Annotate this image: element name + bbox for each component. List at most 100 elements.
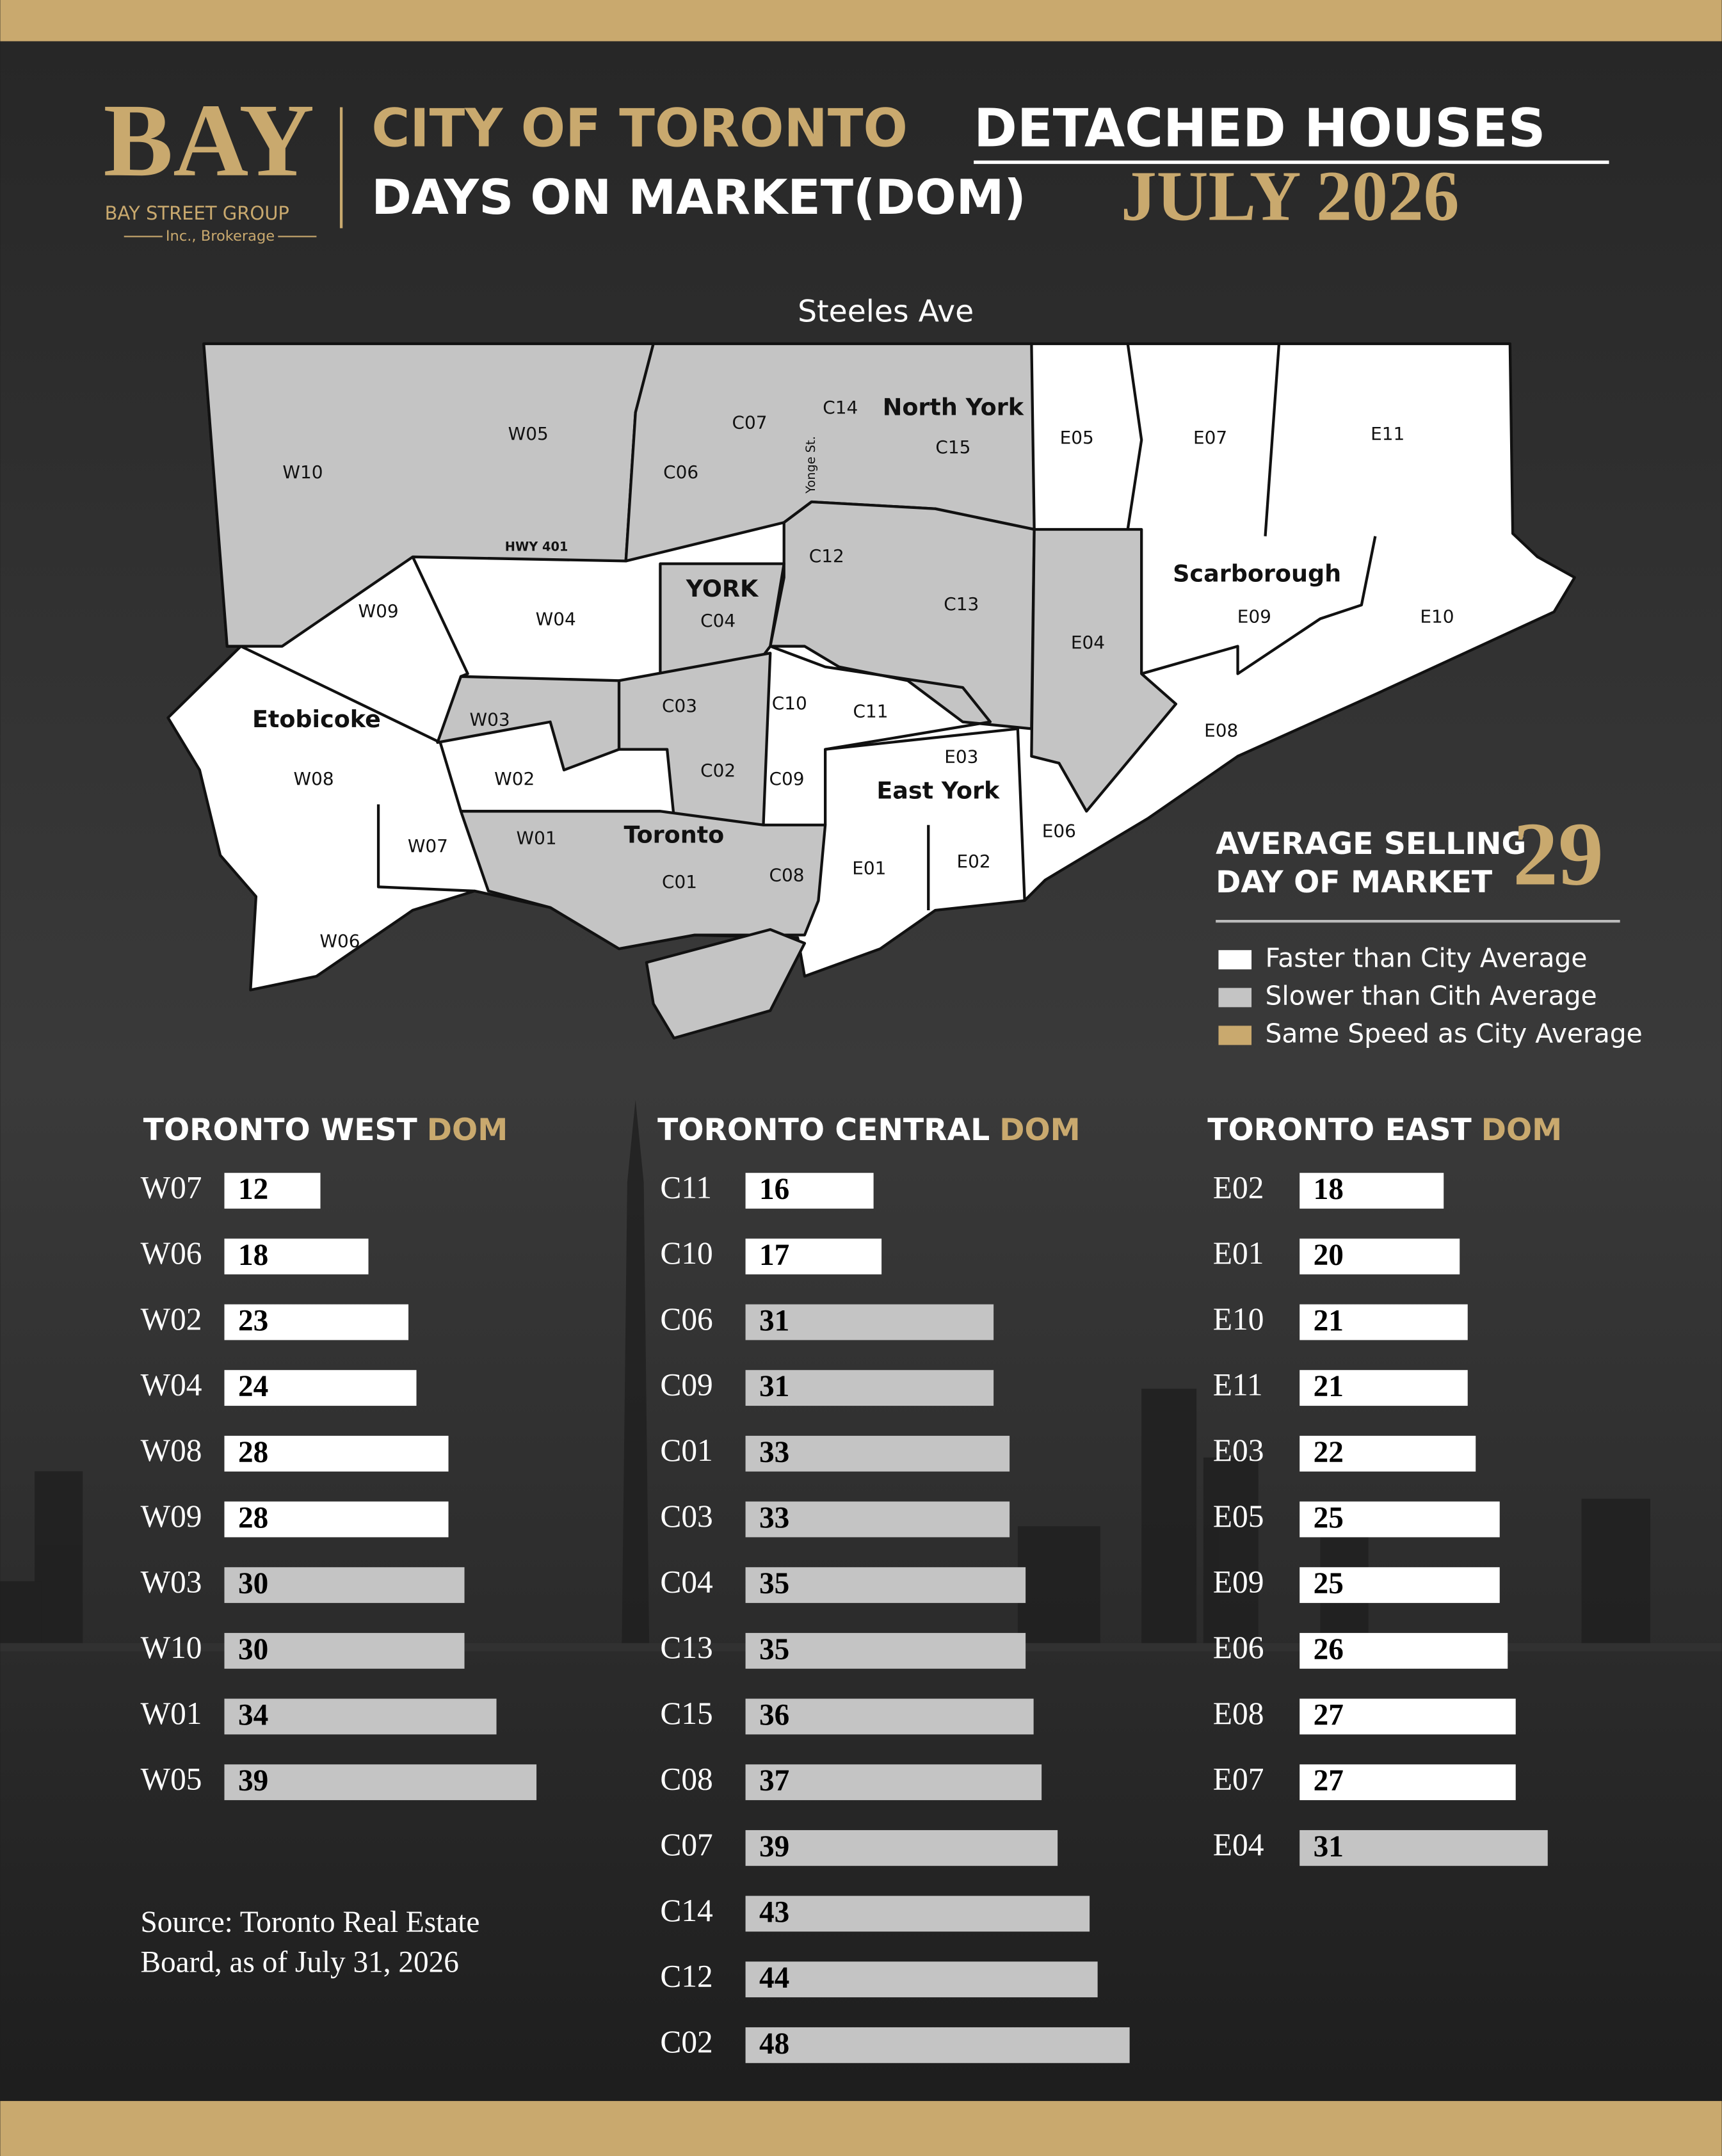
value-label: 27 xyxy=(1314,1699,1344,1732)
map-labels: Steeles Ave W10 W05 HWY 401 C06 C07 C14 Yonge S… xyxy=(252,294,1454,952)
map-label: C12 xyxy=(809,545,844,567)
map-label: W05 xyxy=(508,423,549,444)
value-label: 12 xyxy=(238,1173,268,1206)
boundary xyxy=(376,804,475,893)
map-label: W06 xyxy=(319,930,360,951)
category-label: W06 xyxy=(140,1235,202,1271)
chart-title-text: TORONTO CENTRAL xyxy=(657,1113,990,1148)
value-label: 39 xyxy=(759,1830,789,1863)
bar xyxy=(745,1567,1026,1604)
bottom-band xyxy=(0,2101,1722,2156)
chart-title: TORONTO WEST DOM xyxy=(143,1113,508,1148)
category-label: E02 xyxy=(1213,1170,1264,1205)
category-label: C01 xyxy=(660,1433,712,1468)
bar xyxy=(745,1830,1058,1866)
value-label: 26 xyxy=(1314,1633,1344,1666)
value-label: 34 xyxy=(238,1699,268,1732)
map-label: E11 xyxy=(1371,423,1404,444)
value-label: 35 xyxy=(759,1633,789,1666)
value-label: 31 xyxy=(1314,1830,1344,1863)
bar xyxy=(745,1961,1098,1998)
category-label: E10 xyxy=(1213,1301,1264,1337)
legend-label: Faster than City Average xyxy=(1265,942,1587,973)
value-label: 39 xyxy=(238,1764,268,1798)
value-label: 21 xyxy=(1314,1304,1344,1337)
value-label: 27 xyxy=(1314,1764,1344,1798)
source: Source: Toronto Real Estate xyxy=(140,1906,479,1939)
map-label: YORK xyxy=(686,575,759,602)
value-label: 37 xyxy=(759,1764,789,1798)
category-label: E07 xyxy=(1213,1762,1264,1797)
map-label: Steeles Ave xyxy=(798,294,974,330)
category-label: W08 xyxy=(140,1433,202,1468)
building xyxy=(35,1471,83,1650)
value-label: 31 xyxy=(759,1370,789,1403)
map-label: C01 xyxy=(662,871,697,892)
category-label: C04 xyxy=(660,1565,712,1600)
map-label: W08 xyxy=(294,768,334,789)
chart-title-accent: DOM xyxy=(1481,1113,1562,1148)
cn-tower xyxy=(622,1100,650,1650)
category-label: W07 xyxy=(140,1170,202,1205)
bar xyxy=(745,1698,1034,1735)
bar xyxy=(1300,1238,1460,1275)
map-label: C03 xyxy=(662,695,697,716)
value-label: 33 xyxy=(759,1436,789,1469)
map xyxy=(166,342,1576,1040)
value-label: 25 xyxy=(1314,1501,1344,1534)
company: BAY STREET GROUP xyxy=(105,202,289,224)
boundary xyxy=(769,645,992,825)
bar xyxy=(1300,1501,1500,1538)
map-label: North York xyxy=(883,393,1024,421)
category-label: C07 xyxy=(660,1827,712,1862)
category-label: E04 xyxy=(1213,1827,1264,1862)
bar xyxy=(745,1501,1010,1538)
map-label: HWY 401 xyxy=(505,539,568,554)
category-label: E09 xyxy=(1213,1565,1264,1600)
map-label: E10 xyxy=(1420,606,1454,627)
boundary xyxy=(825,727,1026,901)
map-label: C09 xyxy=(769,768,805,789)
category-label: W01 xyxy=(140,1696,202,1731)
map-label: C10 xyxy=(772,693,807,714)
map-label: E07 xyxy=(1193,427,1227,448)
category-label: W09 xyxy=(140,1499,202,1534)
map-label: C15 xyxy=(935,437,970,458)
charts: TORONTO WEST DOM W07 12 W06 18 W02 23 W04 24 W08 28… xyxy=(140,1113,1562,2063)
bar xyxy=(745,1895,1090,1932)
category-label: C15 xyxy=(660,1696,712,1731)
legend-label: Same Speed as City Average xyxy=(1265,1018,1642,1049)
map-label: Toronto xyxy=(624,821,725,848)
average-value: 29 xyxy=(1513,803,1604,904)
map-label: E08 xyxy=(1204,720,1238,741)
map-label: C02 xyxy=(700,760,736,781)
category-label: C11 xyxy=(660,1170,712,1205)
legend-label: Slower than Cith Average xyxy=(1265,980,1597,1011)
value-label: 16 xyxy=(759,1173,789,1206)
value-label: 17 xyxy=(759,1239,789,1272)
value-label: 30 xyxy=(238,1633,268,1666)
category-label: C10 xyxy=(660,1235,712,1271)
legend: Faster than City Average Slower than Cith… xyxy=(1218,942,1643,1049)
building xyxy=(1141,1388,1197,1650)
category-label: E11 xyxy=(1213,1367,1263,1402)
bar xyxy=(745,2027,1130,2063)
chart-title: TORONTO CENTRAL DOM xyxy=(657,1113,1081,1148)
value-label: 28 xyxy=(238,1501,268,1534)
building xyxy=(1017,1526,1100,1650)
map-label: E05 xyxy=(1060,427,1094,448)
building xyxy=(0,1581,42,1650)
map-label: E06 xyxy=(1042,821,1076,842)
category-label: C08 xyxy=(660,1762,712,1797)
bar xyxy=(1300,1698,1516,1735)
source: Board, as of July 31, 2026 xyxy=(140,1945,458,1979)
company-sub: Inc., Brokerage xyxy=(166,228,275,245)
map-label: C08 xyxy=(769,864,805,885)
map-label: C14 xyxy=(823,397,858,418)
category-label: C03 xyxy=(660,1499,712,1534)
chart-title-accent: DOM xyxy=(999,1113,1080,1148)
map-label: W07 xyxy=(408,835,448,857)
chart-title-text: TORONTO WEST xyxy=(143,1113,417,1148)
